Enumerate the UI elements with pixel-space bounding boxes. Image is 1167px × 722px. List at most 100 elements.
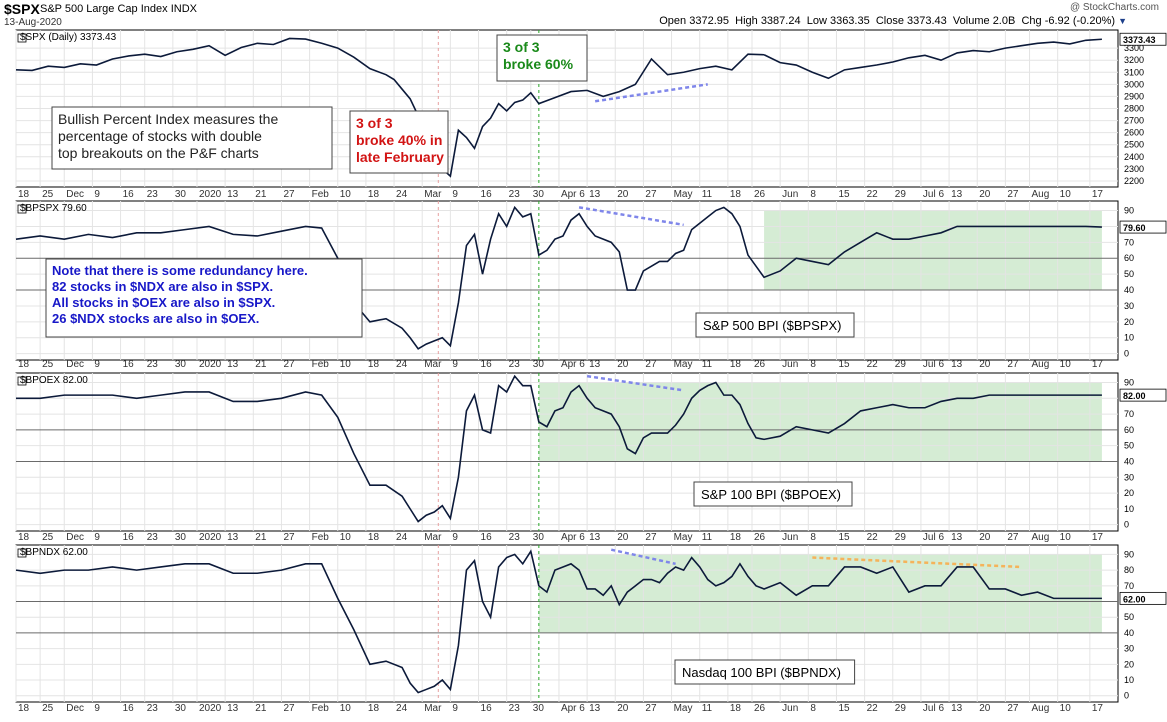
panel-2-xtick-30: 15 (838, 359, 850, 370)
panel-4-xtick-21: 13 (589, 703, 601, 714)
panel-2-ytick-4: 40 (1124, 285, 1134, 295)
panel-3-xtick-28: Jun (782, 532, 798, 543)
panel-2-xtick-38: 10 (1060, 359, 1072, 370)
panel-4-xtick-12: 10 (340, 703, 352, 714)
panel-1-last-value-box (1119, 32, 1167, 46)
panel-2-xtick-20: Apr 6 (561, 359, 585, 370)
panel-3-ytick-5: 50 (1124, 441, 1134, 451)
panel-3-xtick-24: May (674, 532, 693, 543)
panel-4-xtick-28: Jun (782, 703, 798, 714)
panel-3-xtick-31: 22 (867, 532, 879, 543)
panel-2-ytick-3: 30 (1124, 301, 1134, 311)
panel-1-xtick-14: 24 (396, 189, 408, 200)
panel-4-xtick-25: 11 (702, 703, 713, 714)
panel-2-legend-icon (17, 204, 27, 214)
panel-1-xtick-28: Jun (782, 189, 798, 200)
panel-2-xtick-24: May (674, 359, 693, 370)
panel-1-xtick-29: 8 (810, 189, 816, 200)
panel-4-xtick-29: 8 (810, 703, 816, 714)
panel-3-ytick-6: 60 (1124, 425, 1134, 435)
chg-label: Chg (1021, 15, 1042, 27)
panel-1-xtick-12: 10 (340, 189, 352, 200)
panel-2-xtick-9: 21 (255, 359, 267, 370)
panel-2-xtick-16: 9 (452, 359, 458, 370)
panel-4-xtick-18: 23 (509, 703, 521, 714)
panel-4-highlight-zone (538, 554, 1102, 633)
panel-4-xtick-3: 9 (94, 703, 100, 714)
panel-2-last-value-label: 79.60 (1123, 223, 1146, 233)
panel-2-xtick-3: 9 (94, 359, 100, 370)
panel-4-xtick-37: Aug (1032, 703, 1050, 714)
panel-4-ytick-2: 20 (1124, 659, 1134, 669)
series-4-line (15, 549, 1102, 694)
panel-1-ytick-4: 2600 (1124, 128, 1144, 138)
panel-4-xtick-22: 20 (617, 703, 629, 714)
panel-3-xtick-36: 27 (1007, 532, 1019, 543)
panel-1-xtick-37: Aug (1032, 189, 1050, 200)
panel-4-ytick-7: 70 (1124, 581, 1134, 591)
panel-1-xtick-36: 27 (1007, 189, 1019, 200)
panel-3-xtick-37: Aug (1032, 532, 1050, 543)
panel-3-xtick-14: 24 (396, 532, 408, 543)
panel-4-xtick-8: 13 (227, 703, 239, 714)
panel-2-ytick-5: 50 (1124, 269, 1134, 279)
green-note-box (496, 34, 588, 82)
panel-1-last-value-label: 3373.43 (1123, 35, 1156, 45)
panel-1-ytick-6: 2800 (1124, 104, 1144, 114)
panel-2-ytick-2: 20 (1124, 317, 1134, 327)
panel-3-xtick-33: Jul 6 (923, 532, 945, 543)
red-note-line-0: 3 of 3 (356, 115, 393, 131)
panel-4-series-label-box (674, 659, 856, 685)
panel-4-xtick-10: 27 (283, 703, 295, 714)
panel-2-ytick-1: 10 (1124, 333, 1134, 343)
panel-2-xtick-7: 2020 (199, 359, 222, 370)
panel-2-xtick-17: 16 (481, 359, 493, 370)
panel-2-highlight-zone (764, 210, 1102, 291)
quote-bar: Open 3372.95 High 3387.24 Low 3363.35 Cl… (659, 15, 1127, 27)
panel-4-xtick-5: 23 (147, 703, 159, 714)
panel-2-xtick-34: 13 (951, 359, 963, 370)
panel-4-ytick-9: 90 (1124, 549, 1134, 559)
panel-4-ytick-4: 40 (1124, 628, 1134, 638)
panel-3-ytick-7: 70 (1124, 409, 1134, 419)
panel-2-xtick-14: 24 (396, 359, 408, 370)
open-label: Open (659, 15, 687, 27)
panel-1-xtick-6: 30 (175, 189, 187, 200)
panel-1-xtick-17: 16 (481, 189, 493, 200)
panel-2-xtick-21: 13 (589, 359, 601, 370)
panel-4-ytick-0: 0 (1124, 691, 1129, 701)
panel-4-xtick-23: 27 (645, 703, 657, 714)
panel-3-title: $BPOEX 82.00 (20, 375, 88, 386)
spx-rising-trendline (594, 83, 708, 103)
panel-1-xtick-39: 17 (1092, 189, 1104, 200)
panel-4-xtick-36: 27 (1007, 703, 1019, 714)
volume-label: Volume (952, 15, 990, 27)
panel-3-xtick-16: 9 (452, 532, 458, 543)
panel-4-xtick-32: 29 (895, 703, 907, 714)
panel-4-xtick-6: 30 (175, 703, 187, 714)
panel-1-xtick-16: 9 (452, 189, 458, 200)
panel-3-series-label: S&P 100 BPI ($BPOEX) (701, 487, 841, 502)
chart-header: $SPX S&P 500 Large Cap Index INDX 13-Aug… (0, 0, 1167, 30)
symbol[interactable]: $SPX (4, 1, 40, 17)
panel-3-xtick-13: 18 (368, 532, 380, 543)
panel-3-xtick-17: 16 (481, 532, 493, 543)
panel-1-xtick-9: 21 (255, 189, 267, 200)
panel-1-xtick-26: 18 (730, 189, 742, 200)
panel-2-ytick-9: 90 (1124, 206, 1134, 216)
panel-1-ytick-9: 3100 (1124, 67, 1144, 77)
panel-1-ytick-2: 2400 (1124, 152, 1144, 162)
series-3-line (16, 374, 1102, 523)
panel-4-xtick-39: 17 (1092, 703, 1104, 714)
green-note-line-1: broke 60% (503, 56, 574, 72)
panel-3-xtick-21: 13 (589, 532, 601, 543)
panel-3-xtick-1: 25 (42, 532, 54, 543)
panel-2-xtick-35: 20 (979, 359, 991, 370)
down-triangle-icon: ▼ (1118, 16, 1127, 26)
panel-2-xtick-31: 22 (867, 359, 879, 370)
series-2-line (15, 205, 1102, 350)
panel-3-ytick-1: 10 (1124, 504, 1134, 514)
panel-1-xtick-3: 9 (94, 189, 100, 200)
green-note-line-0: 3 of 3 (503, 39, 540, 55)
